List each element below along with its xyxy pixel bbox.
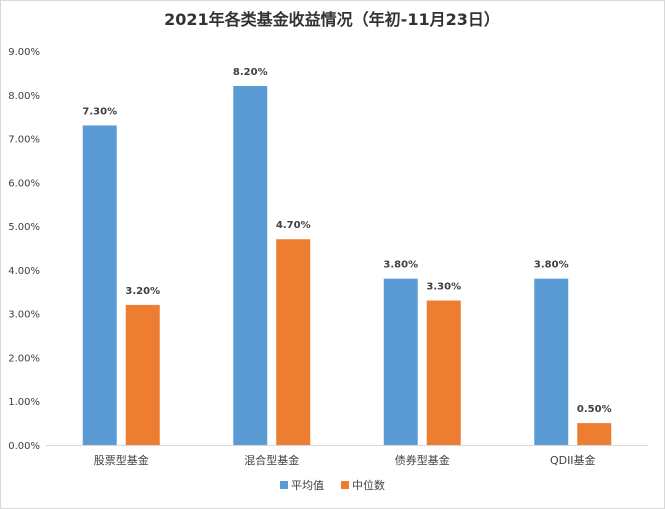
bar xyxy=(125,304,160,445)
data-labels: 7.30% 3.20% 8.20% 4.70% 3.80% 3.30% 3.80% 0.50% xyxy=(82,67,611,415)
bar xyxy=(233,86,268,446)
category-label: 混合型基金 xyxy=(244,453,299,467)
y-axis: 0.00% 1.00% 2.00% 3.00% 4.00% 5.00% 6.00% 7.00%… xyxy=(8,47,40,452)
legend-label: 平均值 xyxy=(291,479,324,492)
category-label: 股票型基金 xyxy=(94,453,149,467)
y-tick-label: 9.00% xyxy=(8,47,40,58)
y-tick-label: 5.00% xyxy=(8,222,40,233)
data-label: 7.30% xyxy=(82,106,117,117)
data-label: 3.80% xyxy=(383,260,418,271)
data-label: 4.70% xyxy=(276,220,311,231)
data-label: 0.50% xyxy=(577,404,612,415)
y-tick-label: 7.00% xyxy=(8,135,40,146)
y-tick-label: 6.00% xyxy=(8,178,40,189)
y-tick-label: 0.00% xyxy=(8,441,40,452)
bar xyxy=(276,239,311,445)
y-tick-label: 4.00% xyxy=(8,266,40,277)
bars xyxy=(82,86,612,446)
y-tick-label: 8.00% xyxy=(8,91,40,102)
category-label: 债券型基金 xyxy=(395,453,450,467)
category-label: QDII基金 xyxy=(550,453,596,467)
legend-label: 中位数 xyxy=(352,478,385,492)
bar xyxy=(534,278,569,445)
bar xyxy=(82,125,117,445)
legend-swatch xyxy=(280,481,288,489)
legend-swatch xyxy=(341,481,349,489)
legend: 平均值 中位数 xyxy=(280,478,385,492)
data-label: 3.30% xyxy=(426,282,461,293)
data-label: 3.80% xyxy=(534,260,569,271)
chart-title: 2021年各类基金收益情况（年初-11月23日） xyxy=(164,10,500,29)
y-tick-label: 2.00% xyxy=(8,353,40,364)
y-tick-label: 3.00% xyxy=(8,310,40,321)
data-label: 3.20% xyxy=(125,286,160,297)
bar xyxy=(577,423,612,445)
data-label: 8.20% xyxy=(233,67,268,78)
bar xyxy=(426,300,461,445)
y-tick-label: 1.00% xyxy=(8,397,40,408)
x-axis: 股票型基金 混合型基金 债券型基金 QDII基金 xyxy=(46,445,648,467)
bar xyxy=(383,278,418,445)
